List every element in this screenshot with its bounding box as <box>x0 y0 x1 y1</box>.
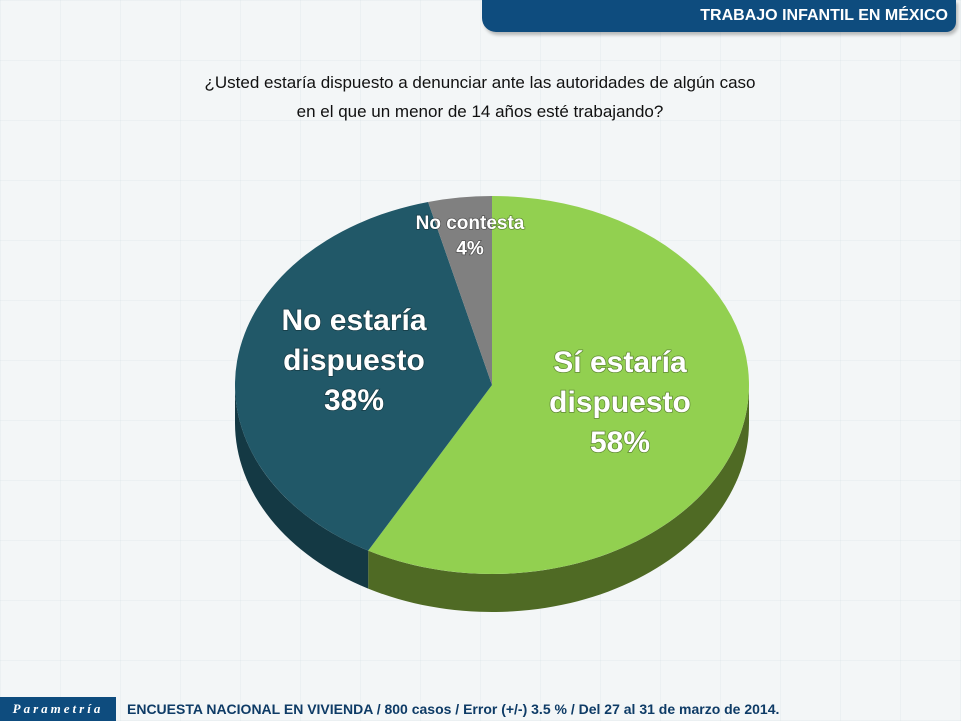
question-line-2: en el que un menor de 14 años esté traba… <box>296 102 664 121</box>
slice-value-label: 58% <box>590 426 650 459</box>
pie-slice-1 <box>234 201 492 551</box>
pie-side-1 <box>235 385 369 589</box>
slice-value-label: 4% <box>456 238 484 259</box>
footer-survey-info: ENCUESTA NACIONAL EN VIVIENDA / 800 caso… <box>127 701 780 717</box>
header-title: TRABAJO INFANTIL EN MÉXICO <box>700 7 948 24</box>
question-text: ¿Usted estaría dispuesto a denunciar ant… <box>120 68 840 126</box>
pie-slice-0 <box>368 196 750 574</box>
slice-category-label: No contesta <box>416 213 525 234</box>
slice-category-label: Sí estaría <box>553 346 687 379</box>
slice-category-label: No estaría <box>281 304 426 337</box>
slice-category-label: dispuesto <box>549 386 691 419</box>
header-banner: TRABAJO INFANTIL EN MÉXICO <box>482 0 956 32</box>
pie-side-0 <box>368 385 749 612</box>
question-line-1: ¿Usted estaría dispuesto a denunciar ant… <box>204 73 756 92</box>
slice-value-label: 38% <box>324 384 384 417</box>
pie-slice-2 <box>428 196 492 385</box>
slice-category-label: dispuesto <box>283 344 425 377</box>
parametria-logo: Parametría <box>0 697 116 721</box>
